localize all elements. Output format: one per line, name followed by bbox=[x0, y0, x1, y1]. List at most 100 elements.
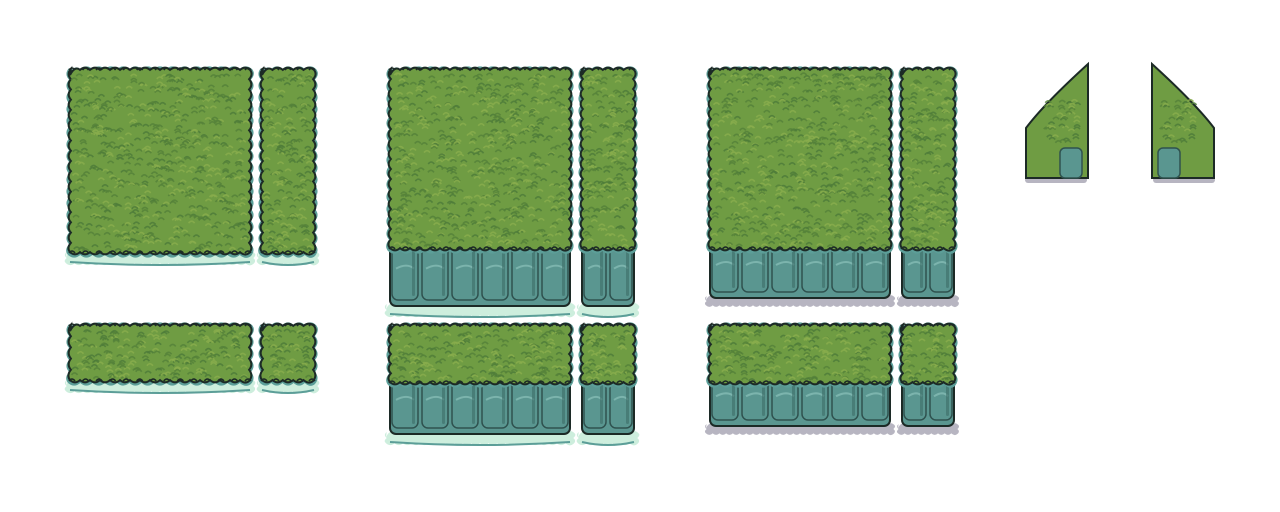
hedge-tile-flat-large-grass-tuft bbox=[187, 220, 196, 224]
hedge-tile-cliff-ground-large-grass-tuft bbox=[864, 84, 873, 88]
hedge-tile-cliff-ground-wide-stone-shade bbox=[852, 380, 855, 416]
hedge-tile-diagonal-left-grass-tuft bbox=[1070, 98, 1079, 103]
hedge-tile-cliff-water-wide-grass-tuft bbox=[456, 359, 464, 363]
hedge-tile-cliff-ground-large-grass-tuft bbox=[779, 240, 788, 245]
hedge-tile-cliff-water-wide-edge-curl bbox=[550, 323, 559, 327]
hedge-tile-cliff-ground-large-grass-tuft bbox=[877, 199, 886, 204]
hedge-tile-cliff-water-wide-grass-tuft bbox=[484, 334, 492, 338]
hedge-tile-cliff-ground-tall-grass-tuft bbox=[909, 226, 918, 231]
hedge-tile-flat-small-grass-tuft bbox=[298, 331, 306, 335]
hedge-tile-diagonal-right-grass-tuft bbox=[1180, 139, 1188, 144]
hedge-tile-cliff-ground-small-grass-tuft bbox=[946, 345, 954, 349]
hedge-tile-flat-wide-grass-tuft bbox=[86, 357, 95, 361]
hedge-tile-cliff-ground-tall-grass-tuft bbox=[932, 80, 940, 84]
hedge-tile-cliff-ground-large-grass-tuft bbox=[864, 111, 872, 115]
hedge-tile-flat-large-grass-tuft bbox=[158, 101, 167, 106]
hedge-tile-cliff-water-small-grass-tuft bbox=[599, 344, 607, 348]
hedge-tile-cliff-water-large-grass-tuft bbox=[494, 161, 502, 165]
hedge-tile-cliff-water-large-grass-tuft bbox=[515, 219, 523, 223]
hedge-tile-flat-tall-grass-tuft bbox=[266, 235, 274, 240]
hedge-tile-cliff-ground-large-grass-tuft bbox=[837, 73, 845, 77]
hedge-tile-cliff-water-large-grass-tuft bbox=[531, 181, 539, 185]
hedge-tile-cliff-ground-large-grass-tuft bbox=[818, 142, 826, 146]
hedge-tile-cliff-water-small-stone-shade bbox=[600, 380, 603, 424]
hedge-tile-cliff-ground-tall-grass-tuft bbox=[926, 187, 934, 191]
hedge-tile-cliff-water-wide-edge-curl bbox=[510, 323, 518, 327]
hedge-tile-cliff-ground-wide-grass-tuft bbox=[825, 341, 834, 345]
hedge-tile-cliff-ground-wide-grass-tuft bbox=[752, 350, 761, 355]
hedge-tile-cliff-water-tall-grass-tuft bbox=[589, 164, 597, 168]
hedge-tile-diagonal-right-graphic bbox=[1151, 61, 1215, 183]
hedge-tile-cliff-ground-large-grass-tuft bbox=[833, 235, 842, 239]
hedge-tile-cliff-water-large-grass-tuft bbox=[398, 107, 406, 111]
hedge-tile-cliff-ground-large-grass-tuft bbox=[759, 158, 767, 162]
hedge-tile-cliff-water-large-grass-tuft bbox=[469, 137, 478, 142]
hedge-tile-cliff-ground-tall-grass-tuft bbox=[927, 227, 936, 231]
hedge-tile-cliff-water-large-grass-tuft bbox=[451, 215, 459, 219]
hedge-tile-flat-large-grass-tuft bbox=[101, 168, 110, 172]
hedge-tile-cliff-ground-wide-grass-tuft bbox=[852, 362, 860, 366]
hedge-tile-cliff-ground-wide-edge-curl bbox=[735, 380, 743, 384]
hedge-tile-cliff-ground-wide-grass-tuft bbox=[719, 344, 727, 349]
hedge-tile-flat-wide-edge-curl bbox=[68, 378, 76, 382]
hedge-tile-cliff-water-tall-grass-tuft bbox=[595, 99, 603, 104]
hedge-tile-flat-wide-grass-tuft bbox=[223, 353, 231, 358]
hedge-tile-cliff-ground-large-grass-tuft bbox=[857, 232, 866, 236]
hedge-tile-cliff-water-large-grass-tuft bbox=[460, 201, 468, 206]
hedge-tile-flat-large-grass-tuft bbox=[174, 218, 182, 222]
hedge-tile-cliff-ground-large-grass-tuft bbox=[731, 97, 739, 101]
hedge-tile-flat-large-grass-tuft bbox=[83, 103, 91, 107]
hedge-tile-cliff-water-large-edge-curl bbox=[442, 67, 450, 71]
hedge-tile-cliff-water-large-grass-tuft bbox=[497, 136, 506, 140]
hedge-tile-diagonal-right-grass-tuft bbox=[1174, 99, 1182, 103]
hedge-tile-cliff-water-large-grass-tuft bbox=[397, 213, 405, 218]
hedge-tile-cliff-ground-large-grass-tuft bbox=[855, 183, 863, 188]
hedge-tile-diagonal-right-grass-tuft bbox=[1188, 133, 1196, 137]
hedge-tile-flat-tall-grass-tuft bbox=[265, 240, 273, 245]
hedge-tile-flat-large-grass-tuft bbox=[94, 214, 102, 218]
hedge-tile-flat-wide-grass-tuft bbox=[122, 343, 131, 347]
hedge-tile-cliff-water-large-grass-tuft bbox=[551, 126, 559, 130]
hedge-tile-cliff-ground-large-grass-tuft bbox=[749, 197, 757, 201]
hedge-tile-cliff-ground-tall-grass-tuft bbox=[907, 115, 916, 119]
hedge-tile-cliff-ground-wide-edge-curl bbox=[830, 380, 838, 384]
hedge-tile-flat-large-grass-tuft bbox=[142, 195, 151, 200]
hedge-tile-cliff-water-large-grass-tuft bbox=[505, 133, 513, 138]
hedge-tile-flat-tall-grass-tuft bbox=[263, 115, 271, 119]
hedge-tile-flat-wide-grass-tuft bbox=[187, 331, 196, 336]
hedge-tile-flat-large-grass-tuft bbox=[175, 124, 183, 129]
hedge-tile-cliff-ground-large-edge-curl bbox=[870, 246, 879, 250]
hedge-tile-cliff-ground-large-canopy-fill bbox=[707, 65, 893, 252]
hedge-tile-flat-large-grass-tuft bbox=[158, 158, 166, 162]
hedge-tile-flat-wide-grass-tuft bbox=[229, 329, 237, 334]
hedge-tile-cliff-ground-large-grass-tuft bbox=[792, 81, 800, 85]
hedge-tile-flat-large-grass-tuft bbox=[75, 225, 83, 229]
hedge-tile-flat-large-grass-tuft bbox=[126, 247, 135, 251]
hedge-tile-cliff-water-tall-grass-tuft bbox=[604, 114, 613, 119]
hedge-tile-flat-large-grass-tuft bbox=[103, 241, 111, 245]
hedge-tile-cliff-ground-large-grass-tuft bbox=[728, 159, 737, 164]
hedge-tile-cliff-ground-wide-grass-tuft bbox=[759, 343, 767, 347]
hedge-tile-flat-large-grass-tuft bbox=[85, 223, 93, 227]
hedge-tile-cliff-ground-large-grass-tuft bbox=[838, 199, 847, 203]
hedge-tile-cliff-water-wide-grass-tuft bbox=[551, 365, 559, 369]
hedge-tile-cliff-ground-tall-grass-tuft bbox=[903, 141, 912, 145]
hedge-tile-flat-tall-grass-tuft bbox=[262, 191, 271, 195]
hedge-tile-cliff-ground-tall-grass-tuft bbox=[906, 205, 914, 209]
hedge-tile-cliff-water-large-grass-tuft bbox=[536, 89, 544, 93]
hedge-tile-cliff-water-wide-grass-tuft bbox=[510, 368, 518, 373]
hedge-tile-diagonal-left-grass-tuft bbox=[1045, 102, 1054, 107]
hedge-tile-cliff-water-large-grass-tuft bbox=[476, 87, 484, 91]
hedge-tile-cliff-water-large-grass-tuft bbox=[400, 158, 409, 162]
hedge-tile-cliff-ground-large-edge-curl bbox=[830, 246, 838, 250]
hedge-tile-cliff-ground-wide-stone-shade bbox=[732, 380, 735, 416]
hedge-tile-cliff-ground-small-grass-tuft bbox=[904, 370, 912, 375]
hedge-tile-flat-large-grass-tuft bbox=[113, 185, 121, 189]
hedge-tile-flat-wide-grass-tuft bbox=[123, 338, 131, 342]
hedge-tile-cliff-ground-wide-grass-tuft bbox=[788, 376, 796, 380]
hedge-tile-cliff-ground-large-grass-tuft bbox=[803, 134, 811, 138]
hedge-tile-cliff-ground-tall-grass-tuft bbox=[909, 83, 917, 87]
hedge-tile-flat-wide-edge-curl bbox=[230, 323, 239, 327]
hedge-tile-flat-tall-grass-tuft bbox=[303, 165, 312, 169]
hedge-tile-cliff-water-wide-grass-tuft bbox=[431, 335, 439, 340]
